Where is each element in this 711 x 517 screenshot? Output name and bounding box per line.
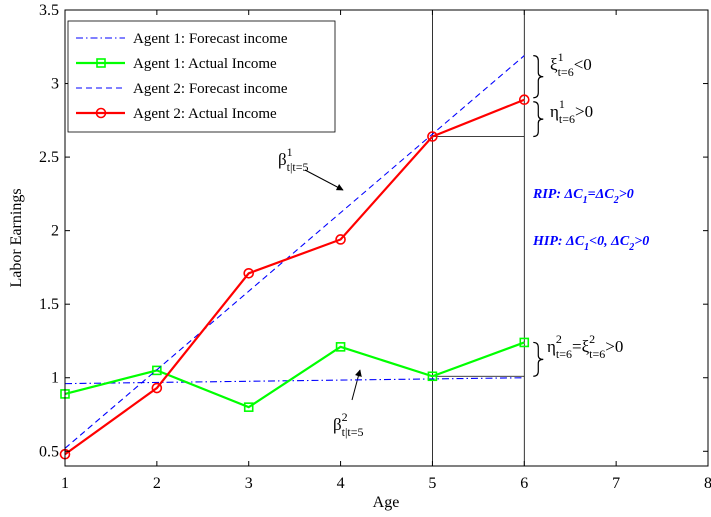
x-tick-label: 8 bbox=[704, 475, 711, 492]
data-point bbox=[151, 382, 163, 394]
y-tick-label: 3.5 bbox=[39, 2, 59, 19]
legend-item: Agent 1: Forecast income bbox=[76, 31, 288, 47]
y-axis-label: Labor Earnings bbox=[8, 188, 25, 287]
x-axis-label: Age bbox=[373, 494, 400, 511]
annotation-eta2: η2 t=6=ξ2 t=6>0 bbox=[547, 332, 623, 361]
data-point bbox=[243, 268, 255, 279]
y-tick-label: 2 bbox=[51, 223, 59, 240]
legend-label: Agent 1: Forecast income bbox=[133, 31, 288, 47]
annotation-beta1: β1 t|t=5 bbox=[278, 145, 309, 174]
series-line bbox=[64, 98, 525, 456]
legend-label: Agent 1: Actual Income bbox=[133, 56, 277, 72]
arrow-beta1 bbox=[304, 169, 344, 191]
y-tick-label: 2.5 bbox=[39, 149, 59, 166]
series-2 bbox=[60, 337, 530, 412]
x-tick-label: 3 bbox=[245, 475, 253, 492]
series-line bbox=[64, 55, 525, 449]
series-line bbox=[64, 341, 525, 409]
arrow-beta2 bbox=[351, 369, 362, 401]
legend-label: Agent 2: Actual Income bbox=[133, 106, 277, 122]
legend-label: Agent 2: Forecast income bbox=[133, 81, 288, 97]
legend-item: Agent 2: Forecast income bbox=[76, 81, 288, 97]
data-point bbox=[335, 234, 346, 245]
x-tick-label: 2 bbox=[153, 475, 161, 492]
legend-item: Agent 2: Actual Income bbox=[76, 106, 277, 122]
x-tick-label: 4 bbox=[337, 475, 345, 492]
annotation-xi1: ξ1 t=6<0 bbox=[550, 50, 592, 79]
data-point bbox=[427, 371, 438, 382]
y-tick-label: 1 bbox=[51, 370, 59, 387]
y-tick-label: 3 bbox=[51, 76, 59, 93]
plot-frame bbox=[64, 9, 709, 467]
data-point bbox=[518, 94, 530, 106]
x-tick-label: 5 bbox=[428, 475, 436, 492]
y-tick-label: 1.5 bbox=[39, 296, 59, 313]
legend-item: Agent 1: Actual Income bbox=[76, 56, 277, 72]
annotation-eta1: η1 t=6>0 bbox=[550, 97, 593, 126]
annotation-hip: HIP: ΔC1<0, ΔC2>0 bbox=[532, 234, 649, 253]
data-point bbox=[427, 131, 438, 142]
data-point bbox=[519, 337, 530, 348]
legend: Agent 1: Forecast income Agent 1: Actual … bbox=[67, 20, 336, 133]
legend-marker bbox=[96, 58, 106, 68]
x-tick-label: 1 bbox=[61, 475, 69, 492]
x-tick-label: 7 bbox=[612, 475, 620, 492]
data-point bbox=[335, 342, 346, 352]
annotation-beta2: β2 t|t=5 bbox=[333, 410, 364, 439]
legend-marker bbox=[95, 107, 107, 119]
annotation-rip: RIP: ΔC1=ΔC2>0 bbox=[532, 187, 634, 206]
data-point bbox=[152, 365, 162, 376]
data-point bbox=[243, 402, 254, 412]
annotations: ξ1 t=6<0 η1 t=6>0 β1 t|t=5 β2 t|t=5 η2 t=6=ξ2… bbox=[278, 50, 649, 439]
x-tick-label: 6 bbox=[520, 475, 528, 492]
series-3 bbox=[64, 55, 525, 449]
y-tick-label: 0.5 bbox=[39, 443, 59, 460]
